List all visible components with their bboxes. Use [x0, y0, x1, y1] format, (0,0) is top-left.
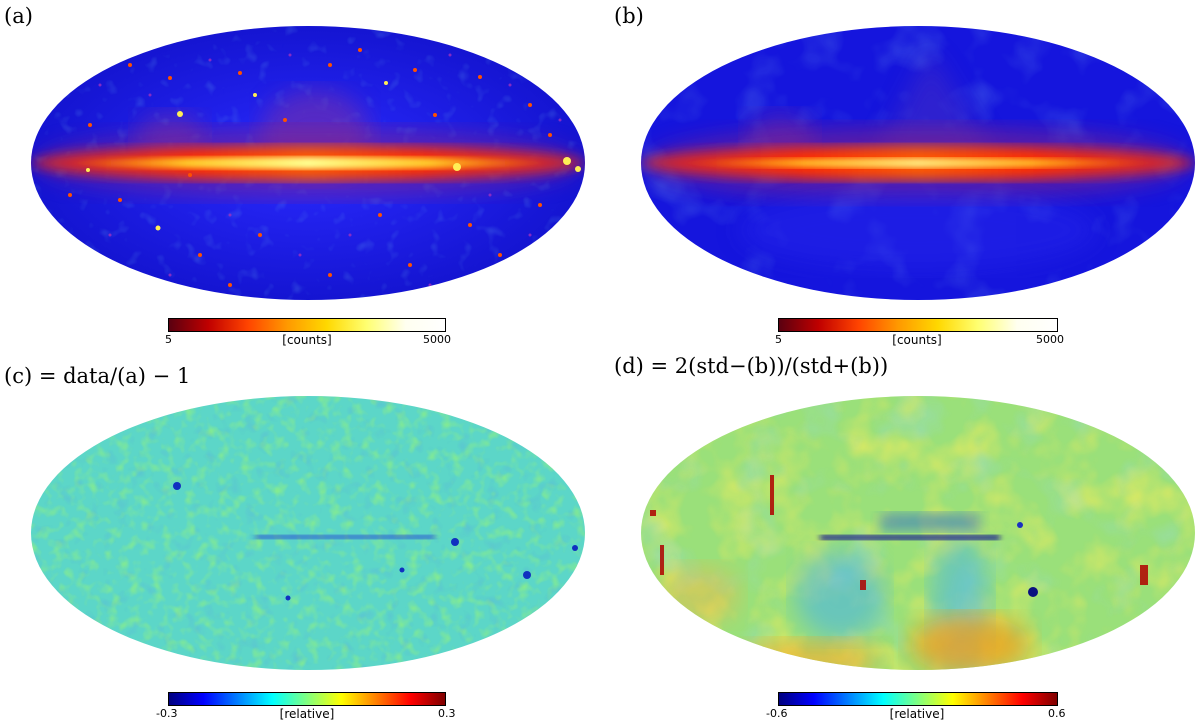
panel-a-label: (a) — [4, 4, 33, 28]
panel-a-skymap — [31, 26, 585, 300]
panel-c-label: (c) = data/(a) − 1 — [4, 364, 191, 388]
panel-c-skymap — [31, 396, 585, 670]
panel-c-colorbar-max: 0.3 — [438, 707, 456, 720]
panel-a-colorbar-max: 5000 — [423, 333, 451, 346]
panel-c-colorbar-min: -0.3 — [156, 707, 178, 720]
panel-b-colorbar-max: 5000 — [1036, 333, 1064, 346]
panel-d-skymap — [641, 396, 1195, 670]
panel-d-colorbar-unit: [relative] — [889, 707, 945, 721]
panel-b-colorbar — [778, 318, 1058, 332]
panel-d-colorbar-max: 0.6 — [1048, 707, 1066, 720]
panel-d-colorbar-min: -0.6 — [766, 707, 788, 720]
panel-c-colorbar — [168, 692, 446, 706]
panel-b-colorbar-unit: [counts] — [892, 333, 942, 347]
panel-a-colorbar-unit: [counts] — [282, 333, 332, 347]
panel-a-colorbar — [168, 318, 446, 332]
panel-b-colorbar-min: 5 — [775, 333, 782, 346]
panel-d-colorbar — [778, 692, 1058, 706]
panel-b-skymap — [641, 26, 1195, 300]
panel-d-label: (d) = 2(std−(b))/(std+(b)) — [614, 354, 889, 378]
panel-c-colorbar-unit: [relative] — [279, 707, 335, 721]
panel-a-colorbar-min: 5 — [165, 333, 172, 346]
panel-b-label: (b) — [614, 4, 644, 28]
